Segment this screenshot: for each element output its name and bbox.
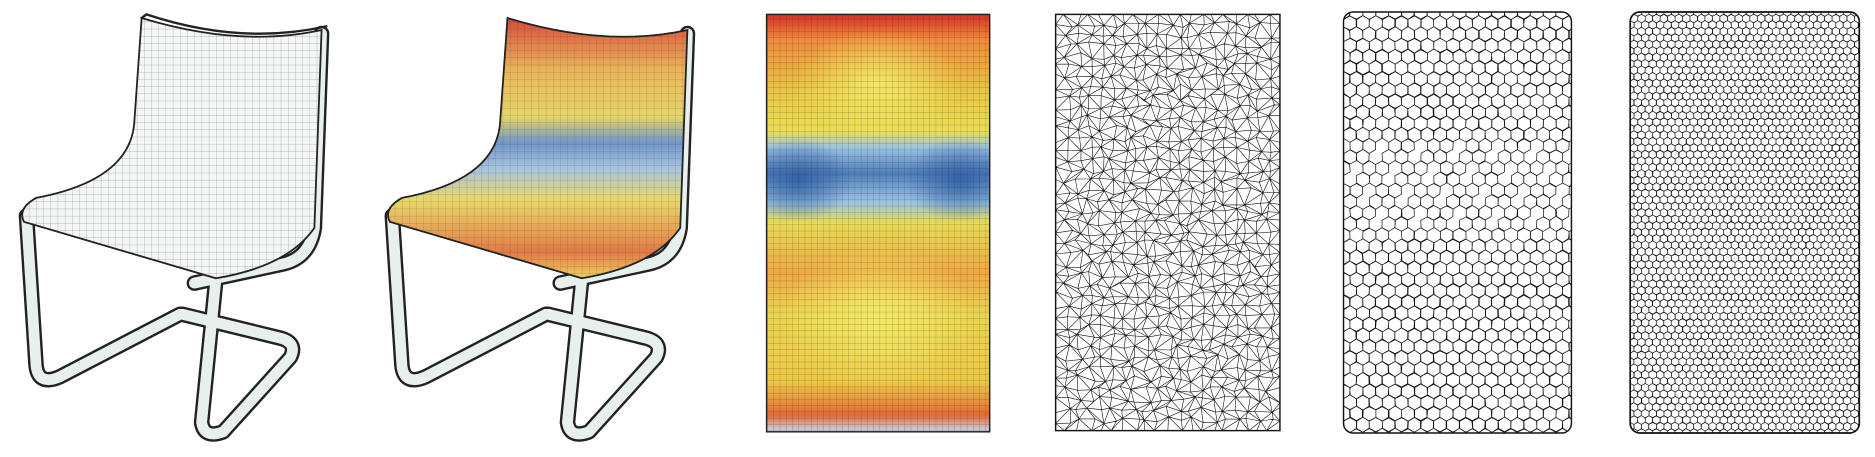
polygon-border <box>1342 11 1573 434</box>
chair-wireframe <box>18 13 330 442</box>
dense-border <box>1629 11 1861 434</box>
triangle-border <box>1054 13 1281 432</box>
cells <box>1630 11 1860 434</box>
triangle-mesh <box>1055 14 1280 431</box>
triangles <box>1055 14 1280 431</box>
heatmap-panel <box>766 14 990 432</box>
dense-polygon-mesh <box>1630 11 1860 434</box>
cells <box>1343 11 1572 434</box>
chair-heatmap <box>384 16 696 442</box>
heatmap-border <box>765 13 991 433</box>
polygon-mesh <box>1343 11 1572 434</box>
